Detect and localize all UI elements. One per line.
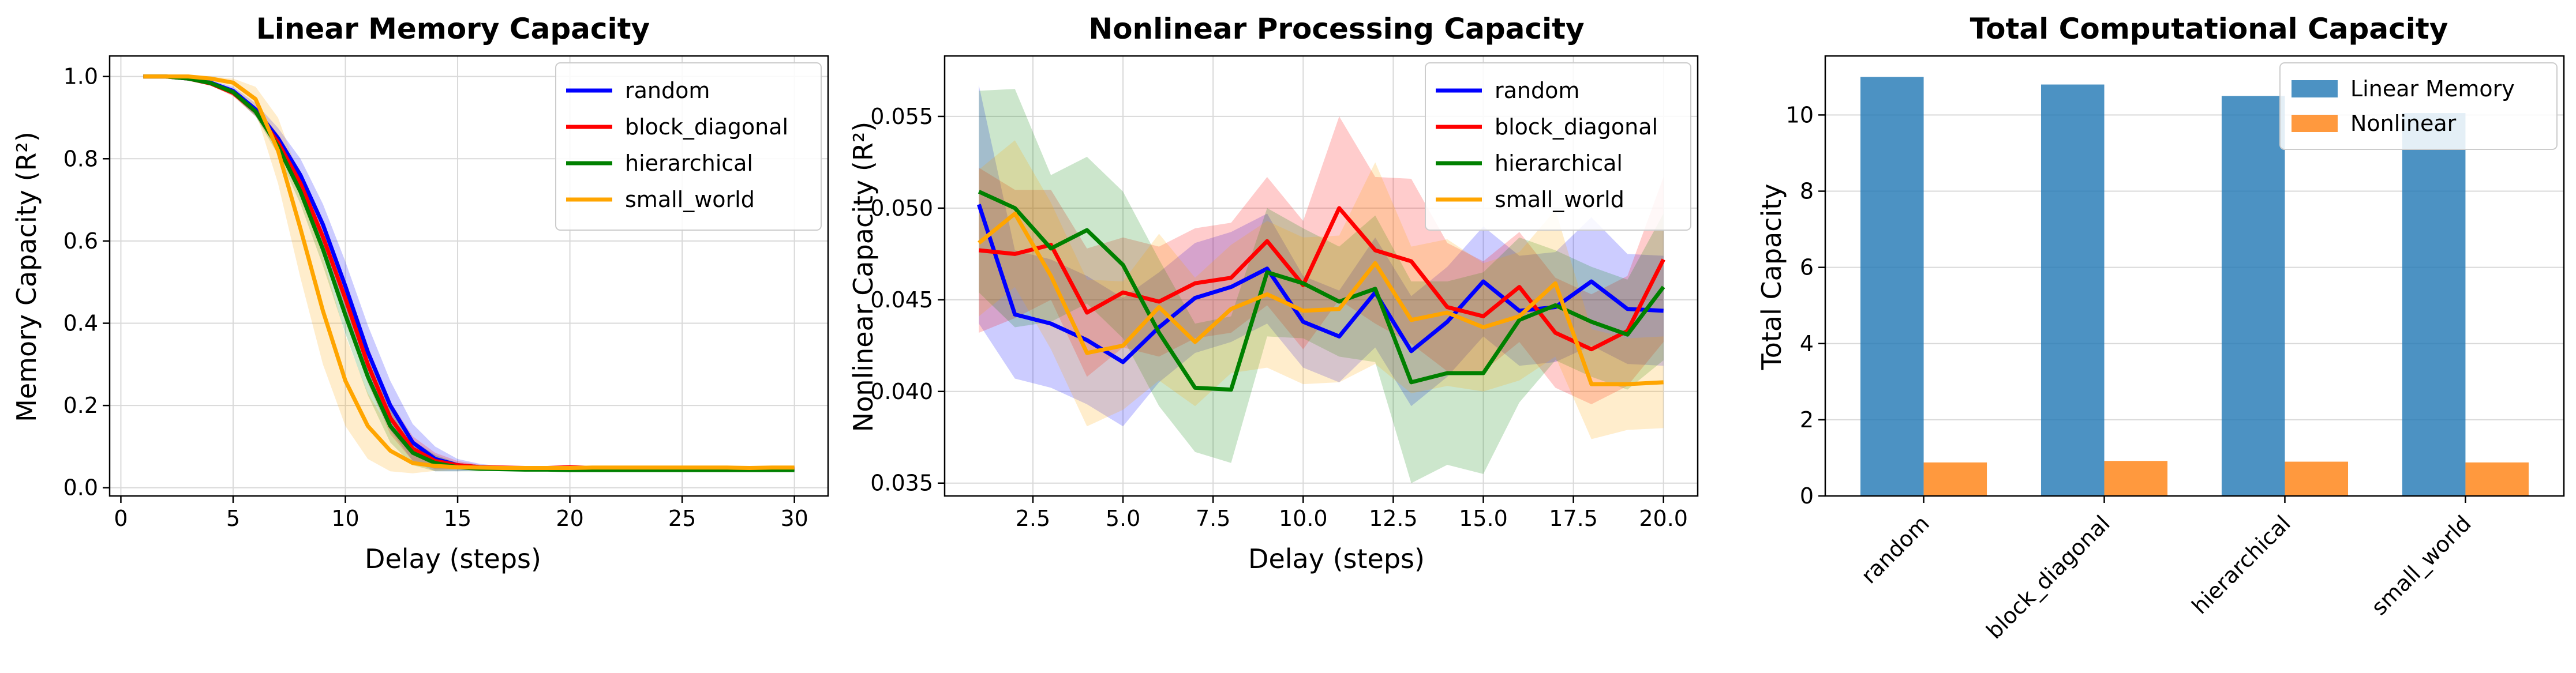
legend-label: Nonlinear: [2350, 111, 2457, 136]
chart-title: Nonlinear Processing Capacity: [1088, 12, 1584, 46]
legend-box: [1425, 62, 1691, 231]
x-tick-label: 10: [331, 506, 359, 531]
y-axis-label: Total Capacity: [1756, 183, 1787, 370]
x-tick-label: 12.5: [1369, 506, 1418, 531]
confidence-band-random: [143, 76, 795, 472]
x-tick-label: 15.0: [1459, 506, 1508, 531]
legend-label: random: [1495, 78, 1579, 103]
x-tick-label: 20.0: [1639, 506, 1688, 531]
chart-title: Linear Memory Capacity: [256, 12, 650, 46]
legend-box: [2279, 62, 2558, 150]
y-tick-label: 6: [1800, 255, 1814, 280]
x-tick-label: 20: [556, 506, 583, 531]
y-axis-label: Memory Capacity (R²): [11, 131, 42, 422]
y-tick-label: 0.6: [63, 228, 98, 254]
bar-Linear Memory: [1860, 77, 1924, 497]
bar-Linear Memory: [2040, 84, 2105, 496]
legend-box: [555, 62, 822, 231]
x-tick-label: 7.5: [1196, 506, 1230, 531]
legend-label: hierarchical: [625, 151, 753, 176]
y-tick-label: 10: [1786, 102, 1814, 127]
series-line-block_diagonal: [978, 206, 1665, 352]
legend: Linear Memory Nonlinear: [2279, 62, 2558, 150]
legend-label: small_world: [625, 187, 755, 212]
x-tick-label: 5.0: [1106, 506, 1140, 531]
bar-Nonlinear: [2104, 461, 2168, 496]
x-tick-label: 17.5: [1549, 506, 1598, 531]
legend-label: small_world: [1495, 187, 1624, 212]
plot-frame: [1824, 55, 2565, 497]
confidence-band-small_world: [979, 140, 1664, 439]
y-tick-label: 0.035: [870, 471, 933, 496]
y-tick-label: 0.0: [63, 475, 98, 501]
y-tick-label: 0.055: [870, 104, 933, 129]
x-tick-label: 5: [226, 506, 240, 531]
y-tick-label: 0.040: [870, 379, 933, 404]
plot-area: 2.5 5.0 7.5 10.0 12.5 15.0 17.5 20.0 0.035 0.040 0…: [870, 55, 1699, 531]
y-tick-label: 0.045: [870, 287, 933, 313]
x-axis-label: Delay (steps): [1248, 543, 1425, 574]
plot-frame: [943, 55, 1699, 497]
legend: random block_diagonal hierarchical small_wo…: [1425, 62, 1691, 231]
x-tick-label: 25: [668, 506, 696, 531]
legend-label: random: [625, 78, 710, 103]
bar-Nonlinear: [1923, 462, 1987, 496]
legend-label: hierarchical: [1495, 151, 1623, 176]
panel-nonlinear-processing: Nonlinear Processing Capacity Delay (ste…: [848, 12, 1699, 574]
y-tick-label: 0.8: [63, 146, 98, 171]
y-tick-label: 2: [1800, 407, 1814, 433]
legend-label: block_diagonal: [1495, 114, 1658, 140]
confidence-band-hierarchical: [979, 89, 1664, 483]
x-tick-label: 10.0: [1279, 506, 1328, 531]
y-tick-label: 8: [1800, 179, 1814, 204]
x-tick-label: 2.5: [1016, 506, 1050, 531]
panel-linear-memory: Linear Memory Capacity Delay (steps) Mem…: [11, 12, 829, 574]
y-axis-label: Nonlinear Capacity (R²): [848, 122, 879, 432]
legend-label: Linear Memory: [2350, 76, 2515, 101]
bar-Nonlinear: [2285, 461, 2349, 496]
y-tick-label: 0.4: [63, 311, 98, 336]
y-tick-label: 0.2: [63, 393, 98, 418]
confidence-band-random: [979, 85, 1664, 427]
y-tick-label: 0.050: [870, 195, 933, 221]
bar-Nonlinear: [2465, 462, 2529, 496]
y-tick-label: 4: [1800, 331, 1814, 356]
confidence-band-block_diagonal: [979, 116, 1664, 405]
series-line-hierarchical: [978, 190, 1665, 392]
x-tick-label: 0: [114, 506, 128, 531]
series-line-small_world: [143, 74, 795, 471]
x-axis-label: Delay (steps): [365, 543, 541, 574]
legend: random block_diagonal hierarchical small_wo…: [555, 62, 822, 231]
legend-swatch-Nonlinear: [2292, 115, 2338, 132]
series-line-small_world: [978, 211, 1664, 386]
x-tick-label: 30: [780, 506, 808, 531]
legend-swatch-Linear Memory: [2292, 80, 2338, 97]
bar-Linear Memory: [2402, 113, 2466, 496]
y-tick-label: 1.0: [63, 64, 98, 89]
plot-frame: [108, 55, 829, 497]
legend-label: block_diagonal: [625, 114, 788, 140]
plot-area: 0 5 10 15 20 25 30 0.0 0.2 0.4 0.6 0.8 1.0 random bloc…: [63, 55, 829, 531]
y-tick-label: 0: [1800, 483, 1814, 509]
bar-Linear Memory: [2221, 96, 2285, 496]
x-tick-label: 15: [444, 506, 471, 531]
chart-title: Total Computational Capacity: [1970, 12, 2448, 46]
